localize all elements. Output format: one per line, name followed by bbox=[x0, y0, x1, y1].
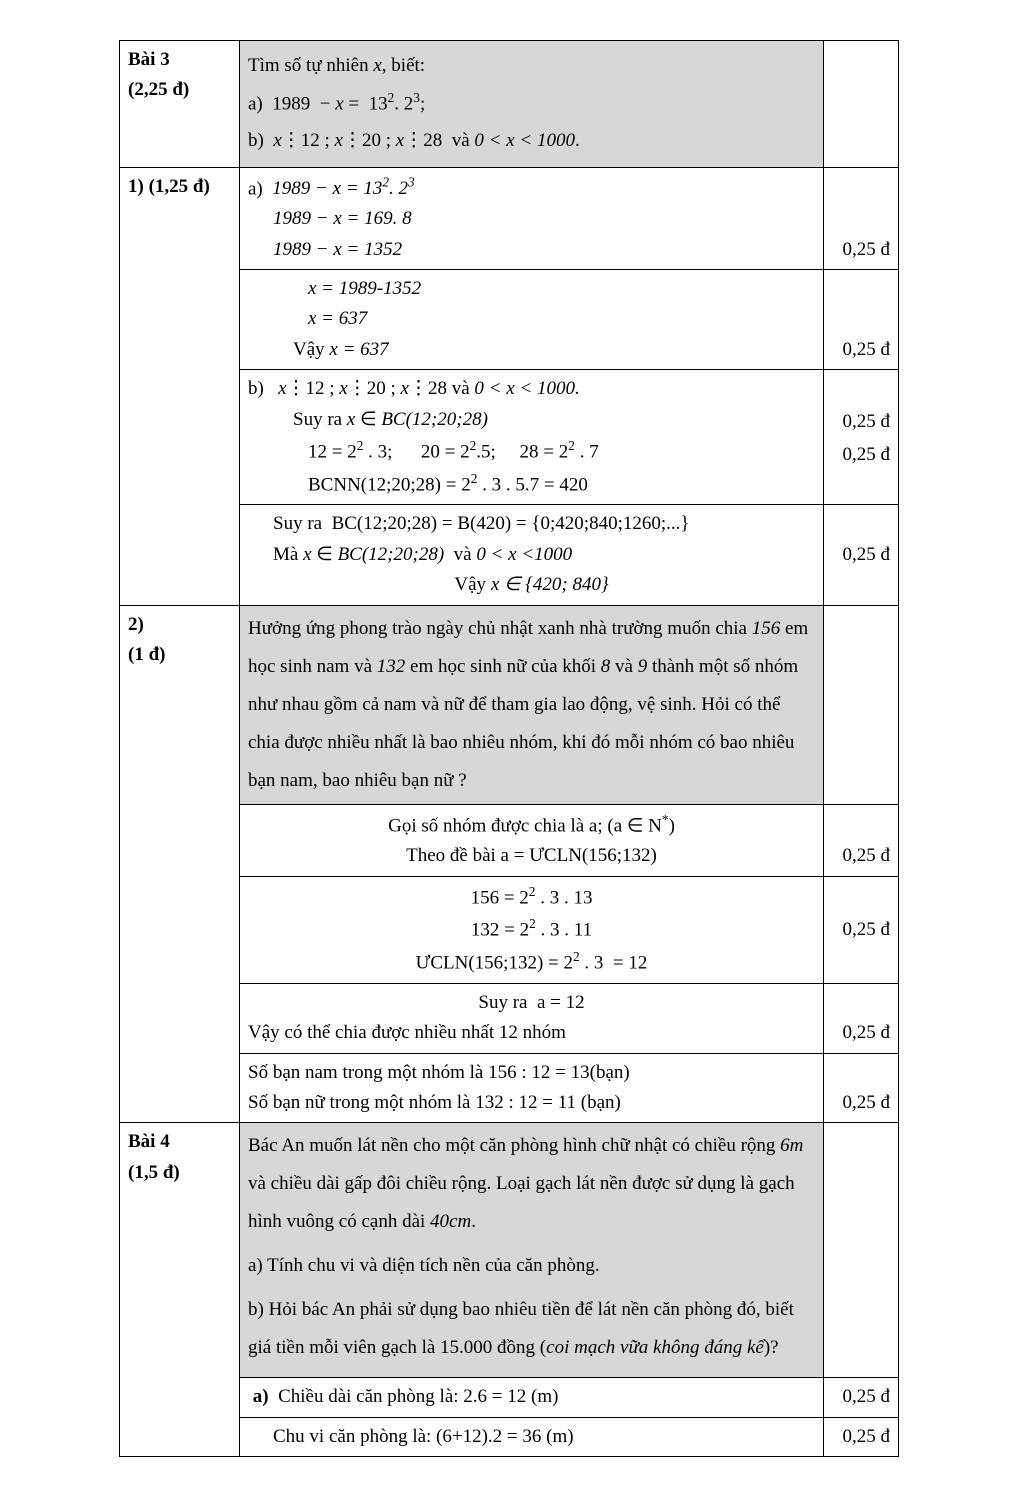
bai3-label-1: Bài 3 bbox=[128, 49, 170, 70]
p1-label: 1) (1,25 đ) bbox=[120, 167, 240, 605]
p1-r2-pts: 0,25 đ bbox=[824, 270, 899, 370]
p2-s4-pts: 0,25 đ bbox=[824, 1053, 899, 1123]
bai3-prompt-cell: Tìm số tự nhiên x, biết: a) 1989 − x = 1… bbox=[240, 41, 824, 168]
p1-r3-pts: 0,25 đ 0,25 đ bbox=[824, 370, 899, 505]
bai4-a2-body: Chu vi căn phòng là: (6+12).2 = 36 (m) bbox=[240, 1417, 824, 1456]
bai4-a1-body: a) Chiều dài căn phòng là: 2.6 = 12 (m) bbox=[240, 1378, 824, 1417]
answer-key-table: Bài 3 (2,25 đ) Tìm số tự nhiên x, biết: … bbox=[119, 40, 899, 1457]
p1-r1: 1) (1,25 đ) a) 1989 − x = 132. 23 1989 −… bbox=[120, 167, 899, 270]
bai4-a2-text: Chu vi căn phòng là: (6+12).2 = 36 (m) bbox=[248, 1422, 815, 1452]
p2-s3-l1: Suy ra a = 12 bbox=[248, 988, 815, 1018]
p1-r3-pts2: 0,25 đ bbox=[832, 440, 890, 470]
p1-r1-pts: 0,25 đ bbox=[824, 167, 899, 270]
p1-r4-body: Suy ra BC(12;20;28) = B(420) = {0;420;84… bbox=[240, 505, 824, 605]
bai3-b: b) x⋮12 ; x⋮20 ; x⋮28 và 0 < x < 1000. bbox=[248, 126, 815, 156]
p1-r4-pts: 0,25 đ bbox=[824, 505, 899, 605]
p2-label-2: (1 đ) bbox=[128, 644, 165, 665]
bai4-a1-text: Chiều dài căn phòng là: 2.6 = 12 (m) bbox=[278, 1386, 558, 1407]
p2-s4-l2: Số bạn nữ trong một nhóm là 132 : 12 = 1… bbox=[248, 1088, 815, 1118]
bai4-label: Bài 4 (1,5 đ) bbox=[120, 1123, 240, 1457]
p1-r4-l3: Vậy x ∈ {420; 840} bbox=[248, 570, 815, 600]
p1-r3-l4: BCNN(12;20;28) = 22 . 3 . 5.7 = 420 bbox=[248, 468, 815, 501]
p2-s2-pts: 0,25 đ bbox=[824, 876, 899, 983]
p1-r1-l2: 1989 − x = 169. 8 bbox=[248, 204, 815, 234]
bai4-prompt-pts bbox=[824, 1123, 899, 1378]
bai4-label-2: (1,5 đ) bbox=[128, 1162, 180, 1183]
p2-prompt-pts bbox=[824, 605, 899, 804]
p1-r2-l3: Vậy x = 637 bbox=[248, 335, 815, 365]
p2-s2-body: 156 = 22 . 3 . 13 132 = 22 . 3 . 11 ƯCLN… bbox=[240, 876, 824, 983]
bai4-prompt: Bác An muốn lát nền cho một căn phòng hì… bbox=[240, 1123, 824, 1378]
p2-label: 2) (1 đ) bbox=[120, 605, 240, 1123]
p1-r1-l3: 1989 − x = 1352 bbox=[248, 235, 815, 265]
p1-r4-l2: Mà x ∈ BC(12;20;28) và 0 < x <1000 bbox=[248, 540, 815, 570]
p2-label-1: 2) bbox=[128, 614, 144, 635]
p1-r2-l2: x = 637 bbox=[248, 304, 815, 334]
bai3-prompt: Tìm số tự nhiên x, biết: bbox=[248, 51, 815, 81]
bai4-prompt-row: Bài 4 (1,5 đ) Bác An muốn lát nền cho mộ… bbox=[120, 1123, 899, 1378]
bai4-label-1: Bài 4 bbox=[128, 1131, 170, 1152]
bai3-label-2: (2,25 đ) bbox=[128, 79, 189, 100]
bai4-p3: b) Hỏi bác An phải sử dụng bao nhiêu tiề… bbox=[248, 1291, 815, 1367]
p2-s3-pts: 0,25 đ bbox=[824, 983, 899, 1053]
p2-s1-body: Gọi số nhóm được chia là a; (a ∈ N*) The… bbox=[240, 804, 824, 876]
p2-prompt: Hưởng ứng phong trào ngày chủ nhật xanh … bbox=[240, 605, 824, 804]
p1-r2-l1: x = 1989-1352 bbox=[248, 274, 815, 304]
p2-s4-body: Số bạn nam trong một nhóm là 156 : 12 = … bbox=[240, 1053, 824, 1123]
p1-r2-body: x = 1989-1352 x = 637 Vậy x = 637 bbox=[240, 270, 824, 370]
bai3-a: a) 1989 − x = 132. 23; bbox=[248, 87, 815, 120]
p1-r3-l2: Suy ra x ∈ BC(12;20;28) bbox=[248, 405, 815, 435]
p2-prompt-row: 2) (1 đ) Hưởng ứng phong trào ngày chủ n… bbox=[120, 605, 899, 804]
p1-r1-body: a) 1989 − x = 132. 23 1989 − x = 169. 8 … bbox=[240, 167, 824, 270]
bai4-p2: a) Tính chu vi và diện tích nền của căn … bbox=[248, 1247, 815, 1285]
p2-s1-pts: 0,25 đ bbox=[824, 804, 899, 876]
p2-s4-l1: Số bạn nam trong một nhóm là 156 : 12 = … bbox=[248, 1058, 815, 1088]
p1-r3-pts1: 0,25 đ bbox=[832, 407, 890, 437]
bai3-header-row: Bài 3 (2,25 đ) Tìm số tự nhiên x, biết: … bbox=[120, 41, 899, 168]
bai3-pts-blank bbox=[824, 41, 899, 168]
bai4-a2-pts: 0,25 đ bbox=[824, 1417, 899, 1456]
p1-r4-l1: Suy ra BC(12;20;28) = B(420) = {0;420;84… bbox=[248, 509, 815, 539]
p1-r3-body: b) x⋮12 ; x⋮20 ; x⋮28 và 0 < x < 1000. S… bbox=[240, 370, 824, 505]
bai4-a1-pts: 0,25 đ bbox=[824, 1378, 899, 1417]
p2-s3-l2: Vậy có thể chia được nhiều nhất 12 nhóm bbox=[248, 1018, 815, 1048]
p2-s3-body: Suy ra a = 12 Vậy có thể chia được nhiều… bbox=[240, 983, 824, 1053]
bai4-a1-label: a) bbox=[253, 1386, 269, 1407]
bai3-label: Bài 3 (2,25 đ) bbox=[120, 41, 240, 168]
p1-r3-l3: 12 = 22 . 3; 20 = 22.5; 28 = 22 . 7 bbox=[248, 435, 815, 468]
